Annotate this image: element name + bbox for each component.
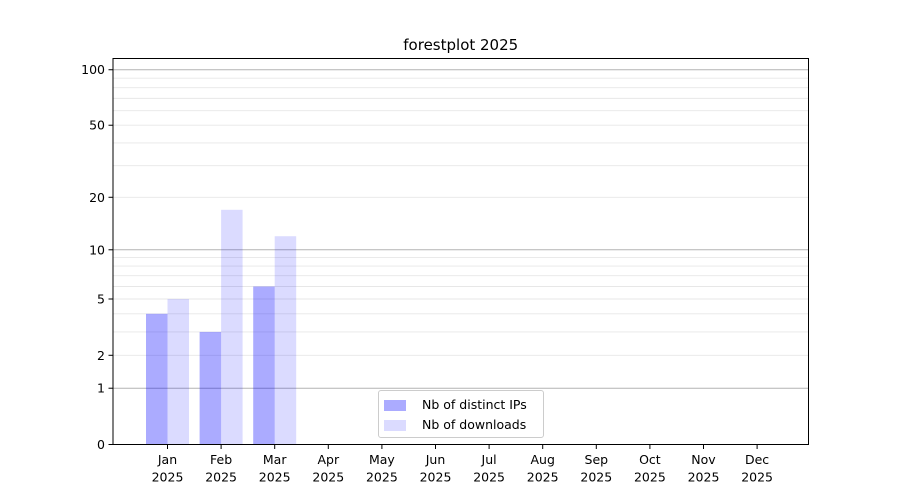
x-tick-label-nov-2025: Nov 2025 [688,452,720,485]
x-tick-label-jan-2025: Jan 2025 [152,452,184,485]
bar-feb-2025-downloads [221,209,243,445]
y-tick-label-100: 100 [81,62,105,77]
x-tick-label-jul-2025: Jul 2025 [473,452,505,485]
x-tick-label-feb-2025: Feb 2025 [205,452,237,485]
legend-item: Nb of downloads [384,415,543,435]
chart-title: forestplot 2025 [403,36,518,54]
legend: Nb of distinct IPs Nb of downloads [378,390,544,438]
x-tick-label-aug-2025: Aug 2025 [527,452,559,485]
x-tick-label-dec-2025: Dec 2025 [741,452,773,485]
y-tick-label-1: 1 [97,381,105,396]
grid-layer [113,69,809,389]
x-tick-label-may-2025: May 2025 [366,452,398,485]
legend-item: Nb of distinct IPs [384,395,543,415]
x-tick-label-mar-2025: Mar 2025 [259,452,291,485]
legend-label-downloads: Nb of downloads [422,417,527,432]
bar-feb-2025-distinct-ips [199,331,222,445]
bar-mar-2025-distinct-ips [253,286,275,445]
x-tick-label-sep-2025: Sep 2025 [580,452,612,485]
bar-jan-2025-distinct-ips [146,313,168,445]
legend-swatch-distinct-ips [384,399,406,411]
y-tick-label-5: 5 [97,292,105,307]
x-tick-label-apr-2025: Apr 2025 [312,452,344,485]
y-tick-label-50: 50 [89,118,105,133]
y-tick-label-10: 10 [89,242,105,257]
axis-layer: 0 1 2 5 10 20 50 100 Jan 2025 Feb 2025 Mar 2025 Apr 202… [81,58,809,485]
bar-jan-2025-downloads [167,299,189,445]
y-tick-label-20: 20 [89,190,105,205]
legend-label-distinct-ips: Nb of distinct IPs [422,397,527,412]
y-tick-label-2: 2 [97,348,105,363]
bar-layer [146,209,297,445]
plot-border [112,58,809,445]
legend-swatch-downloads [384,419,406,431]
x-tick-label-jun-2025: Jun 2025 [420,452,452,485]
x-tick-label-oct-2025: Oct 2025 [634,452,666,485]
y-tick-label-0: 0 [97,437,105,452]
bar-mar-2025-downloads [274,236,297,445]
